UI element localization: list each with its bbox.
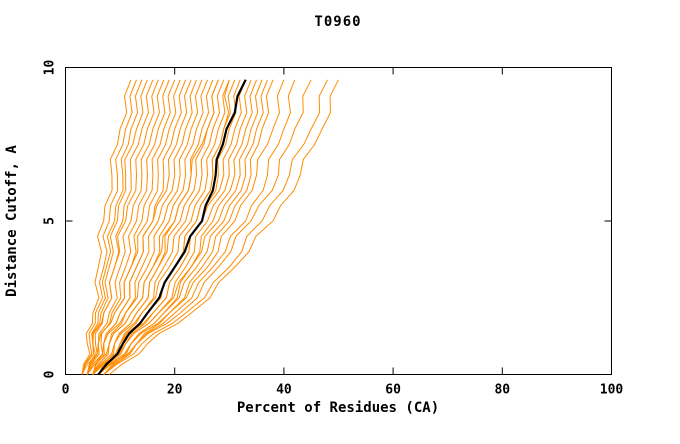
model-curve — [86, 79, 154, 375]
model-curve — [86, 79, 203, 375]
highlight-curve — [97, 79, 247, 376]
model-curve — [86, 79, 192, 375]
model-curve — [92, 79, 170, 375]
model-curve — [86, 79, 181, 375]
model-curve — [103, 79, 329, 375]
x-tick-label: 100 — [600, 383, 624, 398]
model-curve — [103, 79, 274, 375]
model-curve — [97, 79, 225, 375]
chart-title: T0960 — [314, 14, 361, 30]
x-axis-label: Percent of Residues (CA) — [237, 400, 439, 416]
model-curve — [81, 79, 132, 375]
model-curve — [81, 79, 159, 375]
plot-area: 0 20 40 60 80 100 0 5 10 — [43, 60, 624, 398]
model-curve — [86, 79, 165, 375]
model-curve — [108, 79, 339, 375]
model-curve — [103, 79, 296, 375]
model-curve — [92, 79, 263, 375]
y-tick-label: 5 — [43, 217, 58, 225]
model-curve — [86, 79, 219, 375]
x-tick-label: 0 — [62, 383, 70, 398]
model-curve — [92, 79, 219, 375]
model-curve — [97, 79, 268, 375]
model-curve — [92, 79, 197, 375]
model-curve — [97, 79, 312, 375]
x-tick-label: 60 — [385, 383, 401, 398]
y-axis-label: Distance Cutoff, A — [4, 145, 20, 297]
x-tick-label: 40 — [276, 383, 292, 398]
model-curve — [103, 79, 258, 375]
x-tick-label: 80 — [494, 383, 510, 398]
model-curve — [81, 79, 137, 375]
model-curve — [92, 79, 230, 375]
model-curve — [97, 79, 285, 375]
y-tick-label: 10 — [43, 60, 58, 76]
y-tick-label: 0 — [43, 370, 58, 378]
model-curve — [92, 79, 247, 375]
model-curve — [92, 79, 236, 375]
x-tick-label: 20 — [167, 383, 183, 398]
